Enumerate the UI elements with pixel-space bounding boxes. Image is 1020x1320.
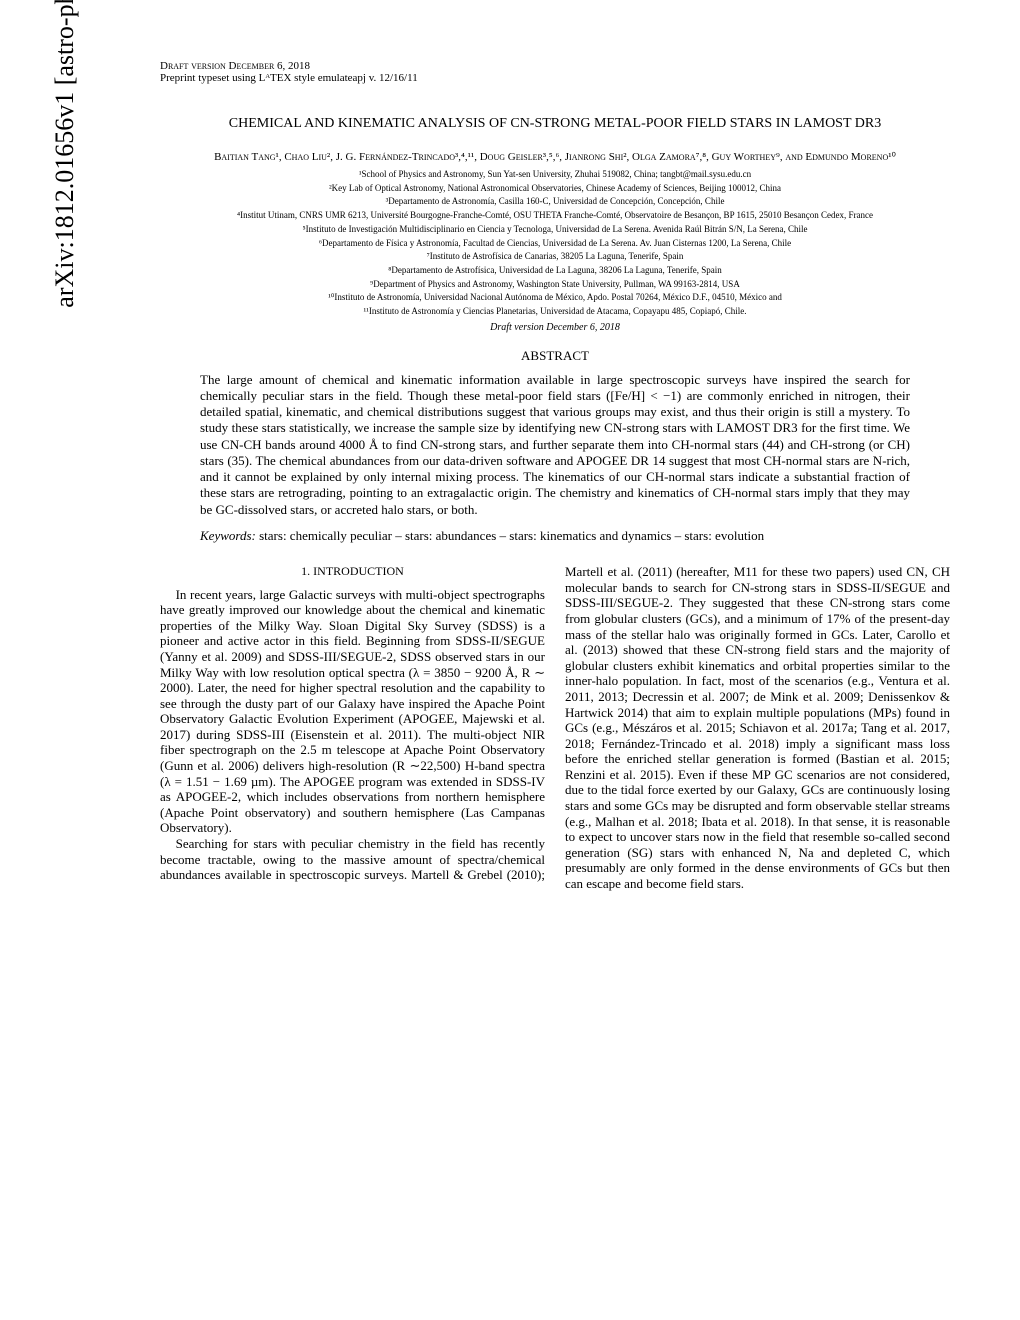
affiliation-5: ⁵Instituto de Investigación Multidiscipl… <box>160 224 950 236</box>
draft-version-header: Draft version December 6, 2018 <box>160 60 950 72</box>
arxiv-identifier: arXiv:1812.01656v1 [astro-ph.GA] 4 Dec 2… <box>50 0 80 360</box>
draft-date: Draft version December 6, 2018 <box>160 322 950 333</box>
abstract-text: The large amount of chemical and kinemat… <box>200 372 910 518</box>
preprint-style-header: Preprint typeset using LᴬTEX style emula… <box>160 72 950 84</box>
abstract-heading: ABSTRACT <box>160 348 950 364</box>
affiliation-11: ¹¹Instituto de Astronomía y Ciencias Pla… <box>160 306 950 318</box>
keywords-label: Keywords: <box>200 528 256 543</box>
affiliation-2: ²Key Lab of Optical Astronomy, National … <box>160 183 950 195</box>
affiliation-8: ⁸Departamento de Astrofísica, Universida… <box>160 265 950 277</box>
affiliation-9: ⁹Department of Physics and Astronomy, Wa… <box>160 279 950 291</box>
section-1-heading: 1. INTRODUCTION <box>160 564 545 578</box>
affiliation-7: ⁷Instituto de Astrofísica de Canarias, 3… <box>160 251 950 263</box>
authors-list: Baitian Tang¹, Chao Liu², J. G. Fernánde… <box>160 149 950 166</box>
affiliation-10: ¹⁰Instituto de Astronomía, Universidad N… <box>160 292 950 304</box>
paper-title: CHEMICAL AND KINEMATIC ANALYSIS OF CN-ST… <box>160 114 950 134</box>
affiliation-3: ³Departamento de Astronomía, Casilla 160… <box>160 196 950 208</box>
keywords-block: Keywords: stars: chemically peculiar – s… <box>200 528 910 544</box>
affiliation-6: ⁶Departamento de Física y Astronomía, Fa… <box>160 238 950 250</box>
affiliation-4: ⁴Institut Utinam, CNRS UMR 6213, Univers… <box>160 210 950 222</box>
affiliation-1: ¹School of Physics and Astronomy, Sun Ya… <box>160 169 950 181</box>
body-columns: 1. INTRODUCTION In recent years, large G… <box>160 564 950 891</box>
section-1-paragraph-1: In recent years, large Galactic surveys … <box>160 587 545 837</box>
keywords-text: stars: chemically peculiar – stars: abun… <box>259 528 764 543</box>
